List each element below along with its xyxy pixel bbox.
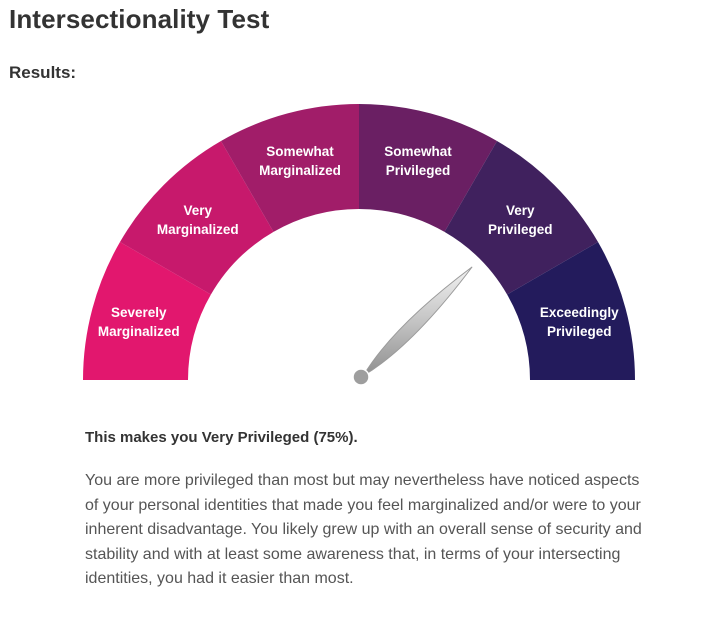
- gauge-segment-somewhat-privileged: [359, 104, 497, 232]
- gauge-segment-severely-marginalized: [83, 242, 211, 380]
- gauge-label-very-privileged: Very Privileged: [488, 203, 553, 237]
- gauge-label-exceedingly-privileged: Exceedingly Privileged: [540, 305, 619, 339]
- gauge-segment-very-marginalized: [119, 140, 274, 295]
- gauge-label-severely-marginalized: Severely Marginalized: [98, 305, 180, 339]
- result-description: You are more privileged than most but ma…: [85, 472, 642, 587]
- gauge-label-somewhat-privileged: Somewhat Privileged: [384, 144, 452, 178]
- result-verdict: This makes you Very Privileged (75%).: [85, 429, 358, 446]
- gauge-label-very-marginalized: Very Marginalized: [157, 203, 239, 237]
- gauge-segment-exceedingly-privileged: [507, 242, 635, 380]
- results-heading: Results:: [9, 63, 77, 82]
- page-title: Intersectionality Test: [9, 4, 270, 34]
- gauge-needle-pivot: [352, 368, 370, 386]
- gauge-needle: [352, 266, 473, 386]
- privilege-gauge: Severely Marginalized Very Marginalized Some…: [83, 104, 635, 386]
- gauge-segment-very-privileged: [444, 140, 599, 295]
- gauge-needle-pointer: [362, 266, 473, 377]
- gauge-segments: [83, 104, 635, 380]
- gauge-labels: Severely Marginalized Very Marginalized Some…: [98, 144, 619, 339]
- gauge-segment-somewhat-marginalized: [221, 104, 359, 232]
- gauge-label-somewhat-marginalized: Somewhat Marginalized: [259, 144, 341, 178]
